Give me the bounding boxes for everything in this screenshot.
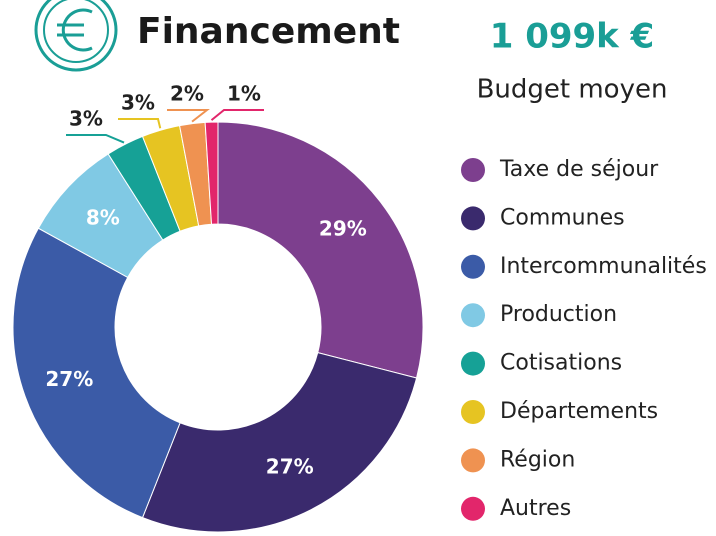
leader-line: [210, 109, 264, 121]
legend-marker: [461, 158, 485, 182]
legend-label: Cotisations: [500, 351, 622, 376]
legend-marker: [461, 351, 485, 376]
euro-icon: [34, 0, 118, 72]
data-label: 29%: [319, 217, 367, 241]
legend-marker: [461, 303, 485, 328]
legend-label: Autres: [500, 496, 571, 521]
subtitle: Budget moyen: [477, 75, 668, 105]
legend-label: Départements: [500, 399, 658, 424]
headline-value: 1 099k €: [490, 17, 655, 57]
data-label: 1%: [227, 82, 261, 106]
legend-marker: [461, 496, 485, 521]
leader-line: [167, 109, 210, 123]
leader-line: [66, 134, 125, 144]
donut-segment: [217, 121, 424, 379]
leader-line: [118, 118, 162, 129]
chart-title: Financement: [137, 11, 400, 52]
legend-label: Production: [500, 302, 617, 327]
legend-label: Intercommunalités: [500, 254, 707, 279]
data-label: 27%: [266, 454, 314, 478]
legend-marker: [461, 254, 485, 279]
legend-label: Région: [500, 447, 575, 472]
legend-label: Communes: [500, 205, 625, 230]
donut-segment: [12, 227, 181, 519]
data-label: 27%: [45, 367, 93, 391]
data-label: 2%: [170, 82, 204, 106]
donut-segment: [141, 352, 418, 533]
data-label: 8%: [86, 205, 120, 229]
donut-segment: [204, 121, 219, 225]
data-label: 3%: [69, 107, 103, 131]
legend-marker: [461, 448, 485, 473]
legend-marker: [461, 206, 485, 231]
data-label: 3%: [121, 91, 155, 115]
legend-label: Taxe de séjour: [499, 157, 659, 182]
legend-marker: [461, 400, 485, 424]
